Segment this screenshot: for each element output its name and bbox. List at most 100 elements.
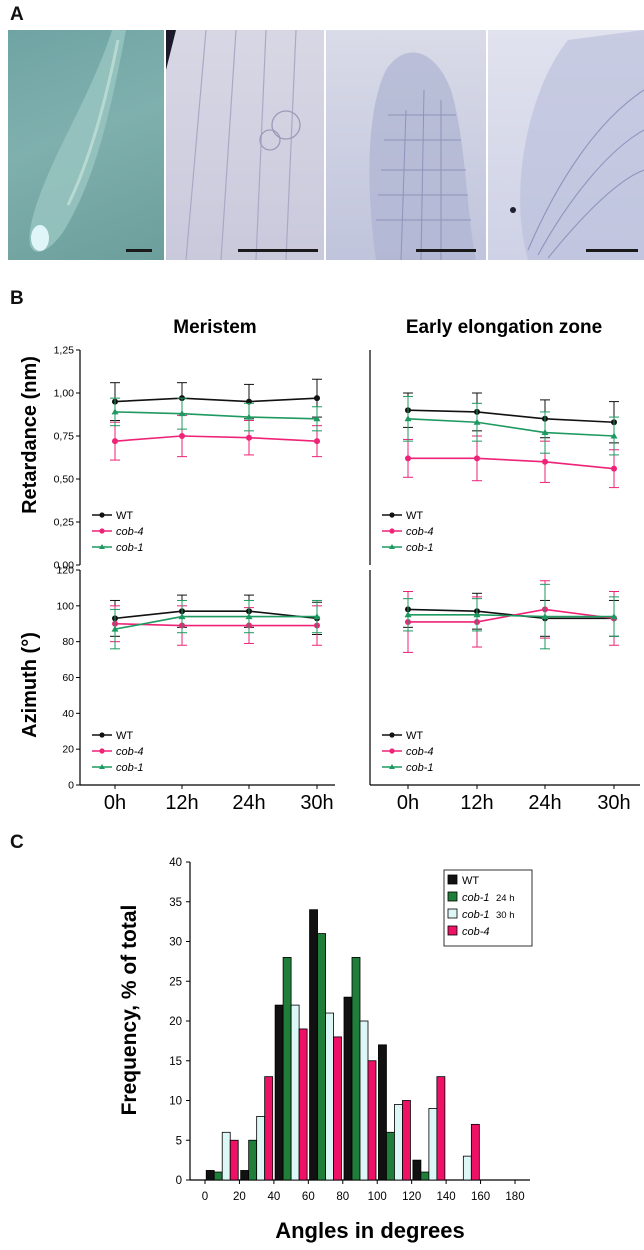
cell-pattern — [369, 52, 476, 260]
y-tick-label: 40 — [62, 708, 74, 720]
bar-cob-4 — [367, 1060, 377, 1181]
data-point — [541, 613, 549, 620]
data-point — [111, 408, 119, 415]
panel-label-b: B — [10, 288, 24, 309]
legend-swatch — [447, 874, 458, 885]
x-tick-label: 0h — [104, 792, 126, 814]
y-tick-label: 1,00 — [54, 388, 75, 400]
legend-label: cob-1 — [406, 542, 434, 554]
bar-WT — [274, 1004, 284, 1181]
bar-cob-1-24-h — [213, 1171, 223, 1181]
series-line-cob-1 — [407, 418, 615, 437]
bar-cob-1-24-h — [386, 1131, 395, 1181]
legend-label: WT — [406, 730, 423, 742]
series-line-WT — [114, 610, 318, 620]
legend-label: cob-4 — [406, 746, 434, 758]
x-axis-title-angles: Angles in degrees — [275, 1218, 465, 1243]
legend-marker — [389, 512, 395, 518]
data-point — [246, 434, 252, 441]
x-tick-label: 140 — [437, 1191, 456, 1203]
data-point — [314, 395, 320, 402]
legend-box — [443, 869, 533, 947]
series-line-cob-1 — [114, 411, 318, 420]
panel-b-line-charts: Meristem Early elongation zone Retardanc… — [19, 317, 640, 814]
x-tick-label: 0 — [202, 1191, 208, 1203]
bar-cob-4 — [402, 1100, 411, 1181]
y-tick-label: 0,50 — [54, 474, 75, 486]
bar-cob-1-30-h — [325, 1012, 334, 1181]
legend-marker — [99, 764, 105, 769]
y-tick-label: 30 — [169, 937, 182, 949]
bar-cob-1-24-h — [351, 957, 361, 1181]
y-tick-label: 0,00 — [54, 560, 75, 572]
legend-marker — [389, 544, 395, 549]
scale-bar — [126, 249, 152, 252]
bar-cob-1-30-h — [428, 1108, 438, 1181]
bar-cob-4 — [470, 1123, 480, 1181]
x-tick-label: 180 — [505, 1191, 524, 1203]
y-tick-label: 1,25 — [54, 345, 75, 357]
column-title-elongation: Early elongation zone — [406, 317, 602, 338]
bar-cob-4 — [333, 1036, 342, 1181]
bar-WT — [205, 1170, 215, 1181]
scale-bar — [238, 249, 318, 252]
series-line-cob-4 — [114, 622, 317, 627]
bar-cob-1-24-h — [282, 957, 292, 1181]
x-tick-label: 120 — [402, 1191, 421, 1203]
y-tick-label: 10 — [169, 1096, 182, 1108]
y-tick-label: 0,25 — [54, 517, 75, 529]
series-line-WT — [407, 608, 614, 620]
panel-label-a: A — [10, 4, 24, 25]
data-point — [313, 613, 321, 620]
bar-WT — [309, 909, 318, 1181]
legend-label: cob-4 — [116, 746, 144, 758]
x-tick-label: 40 — [267, 1191, 280, 1203]
legend-marker — [99, 512, 105, 518]
y-axis-title-frequency: Frequency, % of total — [118, 905, 141, 1116]
legend-marker — [389, 528, 395, 534]
column-title-meristem: Meristem — [173, 317, 256, 338]
data-point — [112, 438, 118, 445]
scale-bar — [586, 249, 638, 252]
data-point — [245, 413, 253, 420]
legend-label: WT — [462, 875, 479, 887]
legend-marker — [99, 732, 105, 738]
data-point — [542, 458, 548, 465]
data-point — [541, 429, 549, 436]
y-tick-label: 120 — [56, 565, 74, 577]
bar-cob-4 — [229, 1139, 239, 1181]
legend-label: cob-1 — [406, 762, 434, 774]
legend-swatch — [447, 908, 458, 919]
series-line-cob-1 — [114, 615, 317, 630]
data-point — [473, 611, 481, 618]
x-tick-label: 12h — [165, 792, 198, 814]
data-point — [611, 465, 617, 472]
legend-marker — [389, 764, 395, 769]
y-tick-label: 40 — [169, 857, 182, 869]
x-tick-label: 30h — [597, 792, 630, 814]
bar-cob-1-24-h — [317, 933, 326, 1181]
data-point — [610, 613, 618, 620]
bar-cob-1-30-h — [359, 1020, 369, 1181]
x-tick-label: 80 — [336, 1191, 349, 1203]
legend-label: cob-1 — [116, 762, 144, 774]
y-tick-label: 0 — [68, 780, 74, 792]
legend-label: cob-1 — [462, 909, 490, 921]
bar-cob-1-30-h — [256, 1115, 266, 1181]
legend-label: cob-1 — [116, 542, 144, 554]
x-tick-label: 0h — [397, 792, 419, 814]
data-point — [178, 613, 186, 620]
y-tick-label: 0,75 — [54, 431, 75, 443]
data-point — [179, 433, 185, 439]
series-line-cob-4 — [408, 457, 615, 470]
micrograph-elongation-zone — [488, 30, 644, 260]
legend-marker — [99, 528, 105, 534]
micrograph-root-tip — [8, 30, 164, 260]
y-tick-label: 80 — [62, 636, 74, 648]
data-point — [405, 455, 411, 462]
data-point — [474, 455, 480, 462]
x-tick-label: 60 — [302, 1191, 315, 1203]
cell-pattern — [510, 30, 644, 260]
bar-cob-1-24-h — [420, 1171, 430, 1181]
x-tick-label: 24h — [232, 792, 265, 814]
